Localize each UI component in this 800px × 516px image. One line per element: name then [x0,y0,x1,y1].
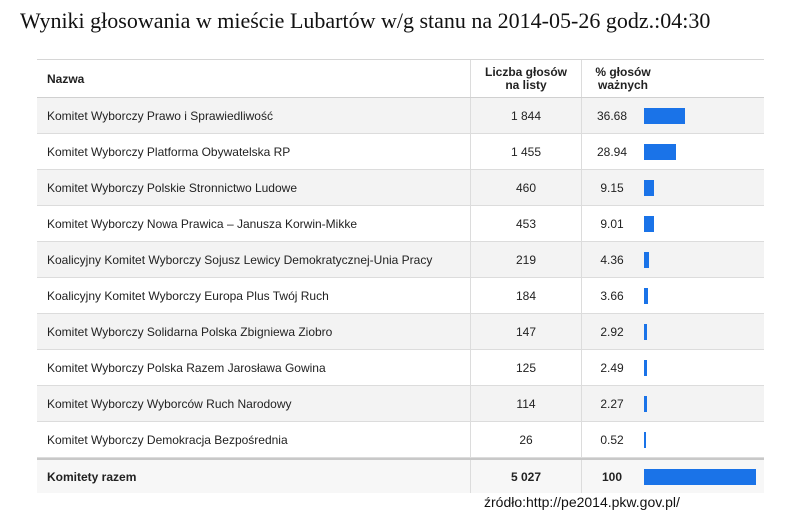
column-header-percent-line1: % głosów [595,64,651,79]
percent-bar-cell [644,278,762,313]
table-row: Koalicyjny Komitet Wyborczy Sojusz Lewic… [37,242,764,278]
party-name: Koalicyjny Komitet Wyborczy Europa Plus … [47,288,329,303]
percent-bar-cell [644,422,762,457]
column-header-count-line1: Liczba głosów [484,64,567,79]
percent-bar-cell [644,314,762,349]
percent-bar [644,323,647,340]
vote-count: 219 [470,242,582,277]
percent-bar-cell [644,134,762,169]
percent-bar [644,431,646,448]
vote-count: 114 [470,386,582,421]
table-header: Nazwa Liczba głosów na listy % głosów wa… [37,60,764,98]
party-name: Komitet Wyborczy Demokracja Bezpośrednia [47,432,288,447]
percent-bar-cell [644,98,762,133]
table-row: Komitet Wyborczy Demokracja Bezpośrednia… [37,422,764,458]
vote-count: 26 [470,422,582,457]
table-row: Koalicyjny Komitet Wyborczy Europa Plus … [37,278,764,314]
source-note: źródło:http://pe2014.pkw.gov.pl/ [484,494,680,510]
table-row: Komitet Wyborczy Wyborców Ruch Narodowy 1… [37,386,764,422]
vote-count: 1 455 [470,134,582,169]
vote-percent: 9.01 [600,216,624,231]
vote-count: 460 [470,170,582,205]
percent-bar [644,215,654,232]
column-header-percent: % głosów ważnych [585,60,661,97]
vote-percent: 3.66 [600,288,624,303]
table-row: Komitet Wyborczy Prawo i Sprawiedliwość 1… [37,98,764,134]
percent-bar-cell [644,206,762,241]
vote-count: 184 [470,278,582,313]
table-row: Komitet Wyborczy Polskie Stronnictwo Lud… [37,170,764,206]
vote-count: 1 844 [470,98,582,133]
results-table: Nazwa Liczba głosów na listy % głosów wa… [37,59,764,493]
total-percent: 100 [601,469,623,484]
total-bar-cell [644,460,762,493]
party-name: Koalicyjny Komitet Wyborczy Sojusz Lewic… [47,252,433,267]
percent-bar [644,287,648,304]
vote-percent: 9.15 [600,180,624,195]
vote-percent: 2.49 [600,360,624,375]
party-name: Komitet Wyborczy Wyborców Ruch Narodowy [47,396,292,411]
vote-count: 453 [470,206,582,241]
percent-bar-cell [644,386,762,421]
column-header-name: Nazwa [47,71,85,86]
table-row: Komitet Wyborczy Polska Razem Jarosława … [37,350,764,386]
party-name: Komitet Wyborczy Polskie Stronnictwo Lud… [47,180,297,195]
column-header-percent-line2: ważnych [597,77,648,92]
percent-bar-cell [644,242,762,277]
percent-bar [644,107,685,124]
percent-bar-cell [644,170,762,205]
page-title: Wyniki głosowania w mieście Lubartów w/g… [20,8,711,33]
vote-percent: 0.52 [600,432,624,447]
vote-percent: 2.92 [600,324,624,339]
party-name: Komitet Wyborczy Prawo i Sprawiedliwość [47,108,273,123]
column-header-count: Liczba głosów na listy [470,60,582,97]
percent-bar [644,179,654,196]
vote-count: 125 [470,350,582,385]
party-name: Komitet Wyborczy Solidarna Polska Zbigni… [47,324,333,339]
percent-bar-cell [644,350,762,385]
percent-bar [644,251,649,268]
total-name: Komitety razem [47,469,137,484]
party-name: Komitet Wyborczy Nowa Prawica – Janusza … [47,216,357,231]
table-row: Komitet Wyborczy Nowa Prawica – Janusza … [37,206,764,242]
vote-percent: 2.27 [600,396,624,411]
party-name: Komitet Wyborczy Polska Razem Jarosława … [47,360,326,375]
table-row: Komitet Wyborczy Solidarna Polska Zbigni… [37,314,764,350]
vote-count: 147 [470,314,582,349]
total-percent-bar [644,468,756,485]
total-count: 5 027 [470,460,582,493]
percent-bar [644,359,647,376]
percent-bar [644,395,647,412]
total-row: Komitety razem 5 027 100 [37,458,764,493]
table-row: Komitet Wyborczy Platforma Obywatelska R… [37,134,764,170]
percent-bar [644,143,676,160]
vote-percent: 4.36 [600,252,624,267]
vote-percent: 28.94 [596,144,628,159]
party-name: Komitet Wyborczy Platforma Obywatelska R… [47,144,291,159]
table-body: Komitet Wyborczy Prawo i Sprawiedliwość 1… [37,98,764,458]
column-header-count-line2: na listy [505,77,547,92]
vote-percent: 36.68 [596,108,628,123]
